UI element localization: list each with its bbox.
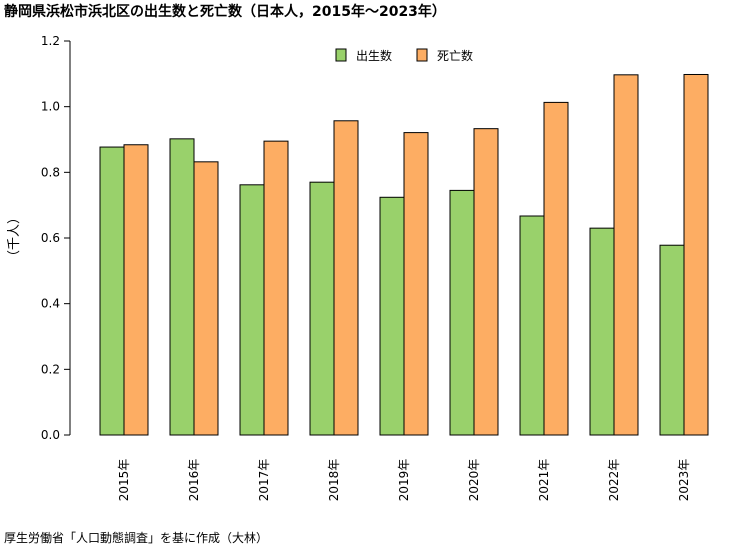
y-tick-label: 0.2 [41, 362, 60, 376]
chart-title: 静岡県浜松市浜北区の出生数と死亡数（日本人，2015年～2023年） [4, 4, 446, 20]
y-axis-label: （千人） [7, 211, 22, 263]
x-tick-label: 2019年 [397, 459, 411, 502]
y-tick-label: 1.2 [41, 34, 60, 48]
legend-label: 死亡数 [437, 48, 473, 63]
bar-deaths [543, 101, 569, 436]
y-axis: 0.0 0.2 0.4 0.6 0.8 1.0 1.2 [41, 34, 71, 442]
bar-deaths [333, 120, 359, 436]
legend-label: 出生数 [356, 48, 392, 63]
y-tick-label: 0.6 [41, 231, 60, 245]
bar-births [379, 196, 405, 436]
source-note: 厚生労働省「人口動態調査」を基に作成（大林） [4, 531, 269, 545]
bars [99, 73, 709, 436]
x-tick-label: 2018年 [327, 459, 341, 502]
legend-swatch [335, 48, 347, 62]
bar-births [589, 227, 615, 436]
x-tick-label: 2021年 [537, 459, 551, 502]
y-tick-label: 0.4 [41, 297, 60, 311]
bar-deaths [123, 144, 149, 436]
x-tick-label: 2022年 [607, 459, 621, 502]
bar-births [519, 215, 545, 436]
bar-deaths [613, 74, 639, 436]
y-tick-label: 0.8 [41, 165, 60, 179]
bar-deaths [683, 73, 709, 436]
x-tick-label: 2023年 [677, 459, 691, 502]
x-tick-label: 2017年 [257, 459, 271, 502]
x-tick-label: 2015年 [117, 459, 131, 502]
bar-births [239, 184, 265, 436]
bar-births [99, 146, 125, 436]
y-tick-label: 0.0 [41, 428, 60, 442]
x-tick-label: 2016年 [187, 459, 201, 502]
bar-deaths [263, 140, 289, 436]
x-tick-label: 2020年 [467, 459, 481, 502]
y-tick-label: 1.0 [41, 100, 60, 114]
bar-births [309, 181, 335, 436]
bar-deaths [193, 161, 219, 436]
bar-births [449, 189, 475, 436]
legend: 出生数 死亡数 [335, 48, 473, 63]
bar-chart: 0.00.20.40.60.81.01.2 2015年 2016年 2017年 201… [7, 34, 709, 502]
bar-deaths [403, 132, 429, 436]
bar-births [659, 244, 685, 436]
bar-births [169, 138, 195, 436]
x-axis-ticks: 2015年 2016年 2017年 2018年 2019年 2020年 2021年 2022年… [117, 459, 691, 502]
bar-deaths [473, 128, 499, 436]
legend-swatch [416, 48, 428, 62]
